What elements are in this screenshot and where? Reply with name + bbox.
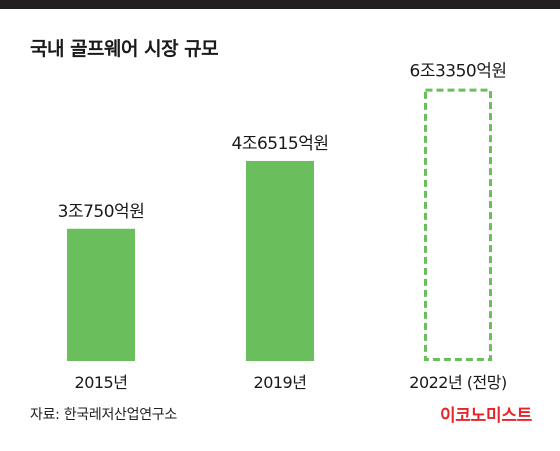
bar-projected	[424, 88, 492, 361]
chart-title: 국내 골프웨어 시장 규모	[30, 38, 219, 60]
top-accent-bar	[0, 0, 560, 9]
category-label: 2022년 (전망)	[409, 373, 506, 392]
bar	[67, 228, 135, 361]
publisher-logo: 이코노미스트	[439, 406, 532, 426]
bar	[246, 160, 314, 361]
data-label: 6조3350억원	[410, 62, 507, 82]
data-label: 4조6515억원	[232, 134, 329, 154]
category-label: 2015년	[75, 373, 128, 392]
source-note: 자료: 한국레저산업연구소	[30, 407, 177, 423]
category-label: 2019년	[254, 373, 307, 392]
data-label: 3조750억원	[58, 202, 145, 222]
